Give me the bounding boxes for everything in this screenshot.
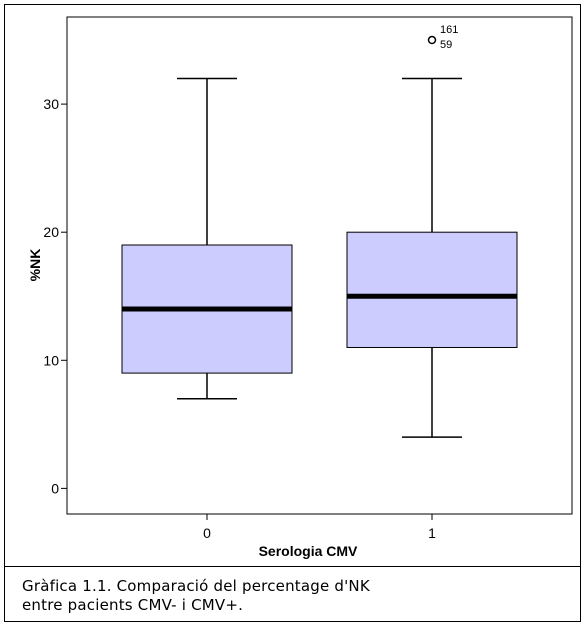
outlier-label: 161 — [440, 24, 458, 36]
y-tick-label: 0 — [51, 480, 59, 496]
figure-caption: Gràfica 1.1. Comparació del percentage d… — [4, 566, 581, 622]
box-group — [121, 77, 293, 400]
iqr-box — [346, 231, 518, 348]
outlier-point — [427, 35, 437, 45]
y-tick-label: 20 — [43, 224, 59, 240]
x-axis-title: Serologia CMV — [259, 543, 358, 559]
caption-line-1: Gràfica 1.1. Comparació del percentage d… — [22, 577, 370, 595]
y-tick-label: 30 — [43, 96, 59, 112]
y-axis: 0 10 20 30 — [43, 96, 67, 496]
outlier-label: 59 — [440, 39, 452, 51]
x-tick-label: 0 — [203, 525, 211, 541]
y-tick-label: 10 — [43, 352, 59, 368]
x-tick-label: 1 — [428, 525, 436, 541]
y-axis-title: %NK — [27, 249, 43, 282]
caption-line-2: entre pacients CMV- i CMV+. — [22, 596, 244, 614]
